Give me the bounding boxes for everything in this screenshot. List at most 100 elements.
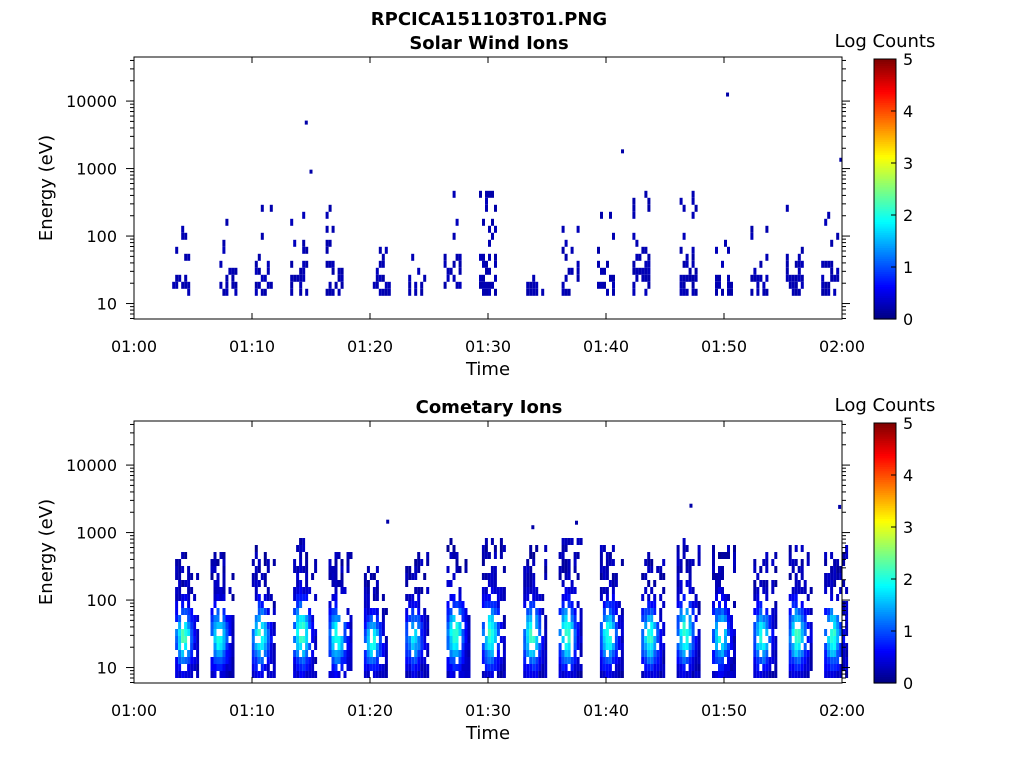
spectrogram-cell [532, 580, 536, 587]
spectrogram-cell [408, 566, 412, 573]
colorbar-swatch [874, 249, 896, 253]
spectrogram-cell [635, 239, 639, 247]
spectrogram-cell [544, 615, 548, 622]
spectrogram-cell [682, 615, 686, 622]
spectrogram-cell [659, 615, 663, 622]
spectrogram-cell [299, 657, 303, 664]
spectrogram-cell [691, 211, 695, 219]
spectrogram-cell [753, 650, 757, 657]
spectrogram-cell [414, 288, 418, 296]
spectrogram-cell [499, 552, 503, 559]
y-tick-label: 1000 [76, 524, 117, 543]
spectrogram-cell [184, 657, 188, 664]
spectrogram-cell [420, 559, 424, 566]
spectrogram-cell [452, 274, 456, 282]
spectrogram-cell [715, 288, 718, 296]
colorbar-swatch [874, 247, 896, 251]
spectrogram-cell [605, 552, 609, 559]
spectrogram-cell [337, 615, 341, 622]
colorbar-swatch [874, 264, 896, 268]
spectrogram-cell [190, 643, 194, 650]
spectrogram-cell [423, 671, 427, 678]
spectrogram-cell [420, 288, 424, 296]
spectrogram-cell [653, 650, 657, 657]
spectrogram-cell [222, 288, 226, 296]
spectrogram-cell [178, 671, 182, 678]
colorbar-swatch [874, 312, 896, 316]
spectrogram-cell [535, 664, 539, 671]
spectrogram-cell [712, 650, 715, 657]
spectrogram-cell [605, 594, 609, 601]
colorbar-swatch [874, 197, 896, 201]
spectrogram-cell [260, 671, 264, 678]
colorbar-swatch [874, 433, 896, 437]
spectrogram-cell [800, 650, 804, 657]
spectrogram-cell [797, 643, 801, 650]
spectrogram-cell [408, 288, 412, 296]
spectrogram-cell [845, 657, 849, 664]
spectrogram-cell [381, 622, 385, 629]
colorbar-swatch [874, 152, 896, 155]
spectrogram-cell [481, 552, 485, 559]
colorbar-swatch [874, 479, 896, 483]
spectrogram-cell [417, 601, 421, 608]
spectrogram-cell [635, 253, 639, 261]
spectrogram-cell [254, 566, 258, 573]
spectrogram-cell [449, 615, 453, 622]
spectrogram-cell [381, 615, 385, 622]
spectrogram-cell [682, 538, 686, 545]
spectrogram-cell [417, 636, 421, 643]
spectrogram-cell [446, 671, 450, 678]
spectrogram-cell [605, 671, 609, 678]
spectrogram-cell [567, 622, 571, 629]
spectrogram-cell [727, 594, 730, 601]
spectrogram-cell [800, 671, 804, 678]
spectrogram-cell [502, 566, 506, 573]
spectrogram-cell [529, 664, 533, 671]
spectrogram-cell [178, 657, 182, 664]
spectrogram-cell [558, 671, 562, 678]
spectrogram-cell [493, 566, 497, 573]
spectrogram-cell [641, 615, 645, 622]
spectrogram-cell [570, 608, 574, 615]
spectrogram-cell [328, 573, 332, 580]
spectrogram-cell [535, 594, 539, 601]
spectrogram-cell [791, 622, 795, 629]
spectrogram-cell [496, 650, 500, 657]
spectrogram-cell [676, 622, 680, 629]
spectrogram-cell [305, 657, 309, 664]
spectrogram-cell [269, 650, 273, 657]
spectrogram-cell [614, 657, 618, 664]
spectrogram-cell [656, 650, 660, 657]
colorbar-swatch [874, 459, 896, 463]
spectrogram-cell [254, 260, 258, 268]
spectrogram-cell [216, 664, 220, 671]
spectrogram-cell [765, 650, 769, 657]
spectrogram-cell [800, 622, 804, 629]
spectrogram-cell [502, 650, 506, 657]
colorbar-swatch [874, 496, 896, 500]
spectrogram-cell [561, 246, 565, 254]
spectrogram-cell [485, 267, 488, 275]
spectrogram-cell [691, 608, 695, 615]
spectrogram-cell [659, 594, 663, 601]
spectrogram-cell [485, 281, 488, 289]
spectrogram-cell [216, 587, 220, 594]
spectrogram-cell [688, 587, 692, 594]
spectrogram-cell [493, 608, 497, 615]
spectrogram-cell [718, 580, 721, 587]
spectrogram-cell [650, 636, 654, 643]
spectrogram-cell [296, 601, 300, 608]
spectrogram-cell [337, 643, 341, 650]
spectrogram-cell [234, 288, 238, 296]
spectrogram-cell [187, 601, 191, 608]
spectrogram-cell [372, 636, 376, 643]
colorbar-swatch [874, 167, 896, 171]
colorbar-swatch [874, 269, 896, 272]
spectrogram-cell [679, 650, 683, 657]
spectrogram-cell [455, 629, 459, 636]
spectrogram-cell [302, 545, 306, 552]
colorbar-swatch [874, 158, 896, 162]
colorbar-swatch [874, 665, 896, 669]
spectrogram-cell [172, 281, 176, 289]
